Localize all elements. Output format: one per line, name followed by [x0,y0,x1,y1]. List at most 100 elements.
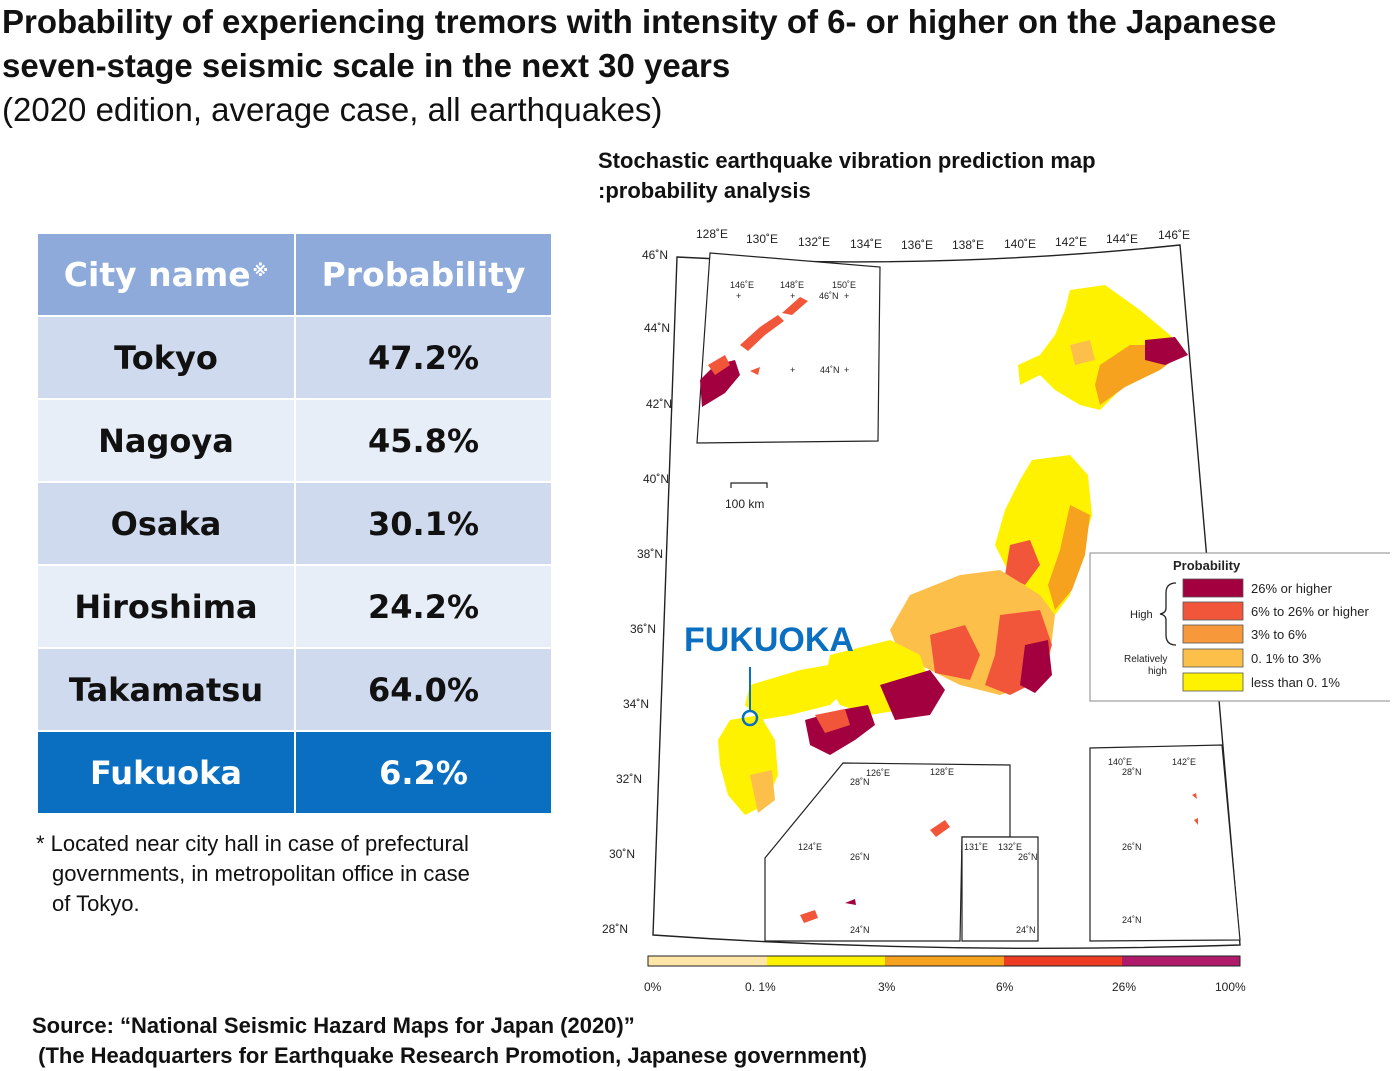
inset-lon-label: 131˚E [964,842,988,852]
probability-cell: 64.0% [296,649,553,732]
lat-label: 38˚N [637,547,663,561]
lon-label: 130˚E [746,232,778,246]
city-cell: Hiroshima [38,566,296,649]
source-citation: Source: “National Seismic Hazard Maps fo… [32,1011,1032,1071]
inset-lat-label: 26˚N [1018,852,1038,862]
map-title: Stochastic earthquake vibration predicti… [598,146,1298,206]
title-subtitle: (2020 edition, average case, all earthqu… [2,91,663,128]
inset-south-b: 131˚E 132˚E 26˚N 24˚N [961,836,1039,942]
lon-label: 138˚E [952,238,984,252]
legend-group-high: High [1130,609,1153,621]
inset-lat-label: 44˚N [820,365,840,375]
probability-cell: 6.2% [296,732,553,815]
legend-brace [1159,582,1177,646]
lon-label: 132˚E [798,235,830,249]
table-header-row: City name ※ Probability [38,234,553,317]
longitude-labels: 128˚E 130˚E 132˚E 134˚E 136˚E 138˚E 140˚… [696,227,1190,252]
lon-label: 128˚E [696,227,728,241]
probability-cell: 47.2% [296,317,553,400]
legend: Probability High Relatively high 26% or … [1089,552,1390,702]
inset-lon-label: 142˚E [1172,757,1196,767]
inset-lat-label: 24˚N [1122,915,1142,925]
footnote: * Located near city hall in case of pref… [36,829,556,919]
table-row: Osaka 30.1% [38,483,553,566]
japan-landmass [718,285,1188,815]
table-row: Tokyo 47.2% [38,317,553,400]
header-city-mark: ※ [252,261,269,280]
city-cell: Tokyo [38,317,296,400]
source-line-2: (The Headquarters for Earthquake Researc… [32,1043,868,1068]
header-probability: Probability [296,234,553,317]
legend-group-relatively: Relatively [1124,654,1167,665]
table-row: Nagoya 45.8% [38,400,553,483]
inset-lon-label: 128˚E [930,767,954,777]
lat-label: 32˚N [616,772,642,786]
lat-label: 46˚N [642,248,668,262]
colorbar-segment [767,956,885,966]
scale-bar: 100 km [725,482,768,511]
lat-label: 42˚N [646,397,672,411]
header-city-name: City name ※ [38,234,296,317]
probability-table: City name ※ Probability Tokyo 47.2% Nagoy… [38,234,553,815]
inset-lat-label: 26˚N [1122,842,1142,852]
fukuoka-label: FUKUOKA [684,621,854,659]
inset-lat-label: 46˚N [819,291,839,301]
lon-label: 136˚E [901,238,933,252]
colorbar-tick-label: 0. 1% [745,980,776,994]
color-bar: 0% 0. 1% 3% 6% 26% 100% [644,955,1246,994]
lon-label: 134˚E [850,237,882,251]
map-title-line-1: Stochastic earthquake vibration predicti… [598,148,1096,173]
inset-lat-label: 24˚N [850,925,870,935]
footnote-line-3: of Tokyo. [52,891,140,916]
inset-lon-label: 140˚E [1108,757,1132,767]
lat-label: 30˚N [609,847,635,861]
colorbar-segment [648,956,767,966]
scale-bar-label: 100 km [725,497,764,511]
header-city-label: City name [63,255,251,294]
lon-label: 146˚E [1158,228,1190,242]
city-cell: Fukuoka [38,732,296,815]
footnote-line-1: * Located near city hall in case of pref… [36,831,469,856]
legend-item-label: 3% to 6% [1251,627,1307,642]
probability-cell: 30.1% [296,483,553,566]
inset-south-c: 140˚E 142˚E 28˚N 26˚N 24˚N [1089,744,1241,942]
colorbar-tick-label: 6% [996,980,1014,994]
colorbar-tick-label: 0% [644,980,662,994]
table-row: Takamatsu 64.0% [38,649,553,732]
svg-text:+: + [790,291,795,301]
colorbar-segment [1004,956,1122,966]
inset-lon-label: 146˚E [730,280,754,290]
title-line-2: seven-stage seismic scale in the next 30… [2,47,731,84]
footnote-line-2: governments, in metropolitan office in c… [52,861,470,886]
inset-lon-label: 126˚E [866,768,890,778]
colorbar-tick-label: 100% [1215,980,1246,994]
lat-label: 44˚N [644,321,670,335]
lon-label: 142˚E [1055,235,1087,249]
inset-lat-label: 26˚N [850,852,870,862]
legend-swatch [1182,624,1244,644]
city-cell: Nagoya [38,400,296,483]
inset-lon-label: 132˚E [998,842,1022,852]
legend-swatch [1182,648,1244,668]
city-cell: Osaka [38,483,296,566]
lat-label: 40˚N [643,472,669,486]
legend-swatch [1182,601,1244,621]
legend-group-high-2: high [1148,666,1167,677]
lat-label: 34˚N [623,697,649,711]
colorbar-segment [885,956,1004,966]
svg-text:+: + [844,291,849,301]
lon-label: 140˚E [1004,237,1036,251]
source-line-1: Source: “National Seismic Hazard Maps fo… [32,1013,635,1038]
svg-text:+: + [790,365,795,375]
colorbar-segment [1122,956,1240,966]
legend-item-label: 0. 1% to 3% [1251,651,1322,666]
legend-item-label: 26% or higher [1251,581,1333,596]
inset-lat-label: 28˚N [1122,767,1142,777]
legend-swatch [1182,672,1244,692]
inset-lon-label: 148˚E [780,280,804,290]
page-title: Probability of experiencing tremors with… [2,0,1387,132]
table-row: Hiroshima 24.2% [38,566,553,649]
legend-item-label: less than 0. 1% [1251,675,1340,690]
legend-item-label: 6% to 26% or higher [1251,604,1369,619]
colorbar-tick-label: 3% [878,980,896,994]
